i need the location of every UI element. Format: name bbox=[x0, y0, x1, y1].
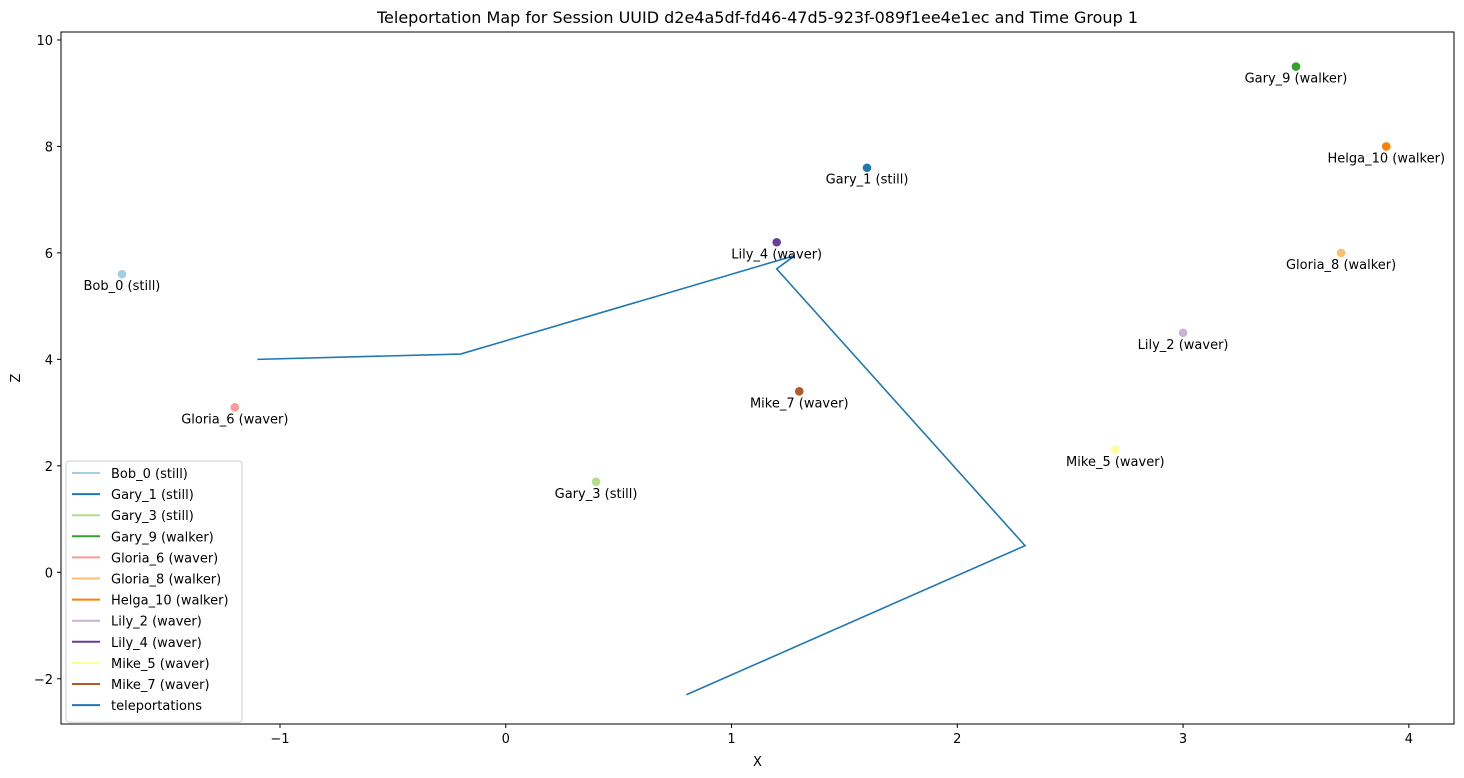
point-gary-9 bbox=[1291, 62, 1301, 71]
point-gary-1 bbox=[862, 163, 872, 173]
y-tick-label: 6 bbox=[45, 247, 53, 262]
x-tick-label: 4 bbox=[1405, 732, 1413, 747]
legend-label: Gloria_8 (walker) bbox=[111, 573, 221, 588]
point-label: Gloria_6 (waver) bbox=[181, 412, 288, 427]
teleportation-path-layer bbox=[257, 254, 1027, 696]
legend-label: Bob_0 (still) bbox=[111, 467, 188, 482]
point-label: Mike_7 (waver) bbox=[750, 396, 849, 411]
x-axis-title: X bbox=[753, 755, 762, 770]
x-tick-label: −1 bbox=[270, 732, 289, 747]
legend-box bbox=[65, 460, 243, 723]
point-label: Lily_2 (waver) bbox=[1138, 338, 1229, 353]
legend-label: teleportations bbox=[111, 699, 202, 714]
points-layer bbox=[117, 62, 1391, 487]
legend: Bob_0 (still) Gary_1 (still) Gary_3 (still… bbox=[65, 460, 243, 723]
point-label: Gary_3 (still) bbox=[555, 487, 638, 502]
point-mike-7 bbox=[794, 387, 804, 396]
y-tick-label: 0 bbox=[45, 566, 53, 581]
point-label: Helga_10 (walker) bbox=[1327, 151, 1445, 166]
legend-label: Mike_7 (waver) bbox=[111, 678, 210, 693]
teleportation-path bbox=[257, 254, 1027, 696]
y-tick-label: 4 bbox=[45, 353, 53, 368]
point-gloria-8 bbox=[1336, 248, 1346, 258]
legend-label: Gary_1 (still) bbox=[111, 488, 194, 503]
plot-frame bbox=[60, 31, 1455, 725]
legend-label: Gary_9 (walker) bbox=[111, 530, 214, 545]
y-tick-label: −2 bbox=[34, 673, 53, 688]
chart-title: Teleportation Map for Session UUID d2e4a… bbox=[376, 8, 1138, 27]
point-gloria-6 bbox=[230, 402, 240, 412]
x-tick-label: 0 bbox=[502, 732, 510, 747]
point-labels-layer: Bob_0 (still) Gary_1 (still) Gary_3 (still… bbox=[84, 72, 1446, 502]
x-tick-label: 2 bbox=[953, 732, 961, 747]
point-helga-10 bbox=[1381, 142, 1391, 151]
y-tick-label: 2 bbox=[45, 460, 53, 475]
legend-label: Helga_10 (walker) bbox=[111, 594, 229, 609]
y-axis-title: Z bbox=[9, 373, 24, 382]
x-axis-ticks: −1 0 1 2 3 4 bbox=[270, 724, 1413, 747]
legend-label: Lily_4 (waver) bbox=[111, 636, 202, 651]
x-tick-label: 3 bbox=[1179, 732, 1187, 747]
y-tick-label: 10 bbox=[36, 34, 53, 49]
point-label: Gloria_8 (walker) bbox=[1286, 258, 1396, 273]
point-bob-0 bbox=[117, 269, 127, 279]
y-axis-ticks: −2 0 2 4 6 8 10 bbox=[34, 34, 61, 688]
point-gary-3 bbox=[591, 477, 601, 487]
point-mike-5 bbox=[1111, 445, 1120, 455]
legend-label: Gloria_6 (waver) bbox=[111, 551, 218, 566]
axes-area bbox=[60, 31, 1455, 725]
x-tick-label: 1 bbox=[727, 732, 735, 747]
point-label: Bob_0 (still) bbox=[84, 279, 161, 294]
point-label: Mike_5 (waver) bbox=[1066, 455, 1165, 470]
legend-label: Gary_3 (still) bbox=[111, 509, 194, 524]
point-lily-4 bbox=[772, 237, 781, 247]
legend-label: Mike_5 (waver) bbox=[111, 657, 210, 672]
legend-label: Lily_2 (waver) bbox=[111, 615, 202, 630]
point-label: Gary_1 (still) bbox=[826, 173, 909, 188]
point-label: Lily_4 (waver) bbox=[731, 247, 822, 262]
point-lily-2 bbox=[1178, 328, 1188, 338]
y-tick-label: 8 bbox=[45, 140, 53, 155]
point-label: Gary_9 (walker) bbox=[1245, 72, 1348, 87]
